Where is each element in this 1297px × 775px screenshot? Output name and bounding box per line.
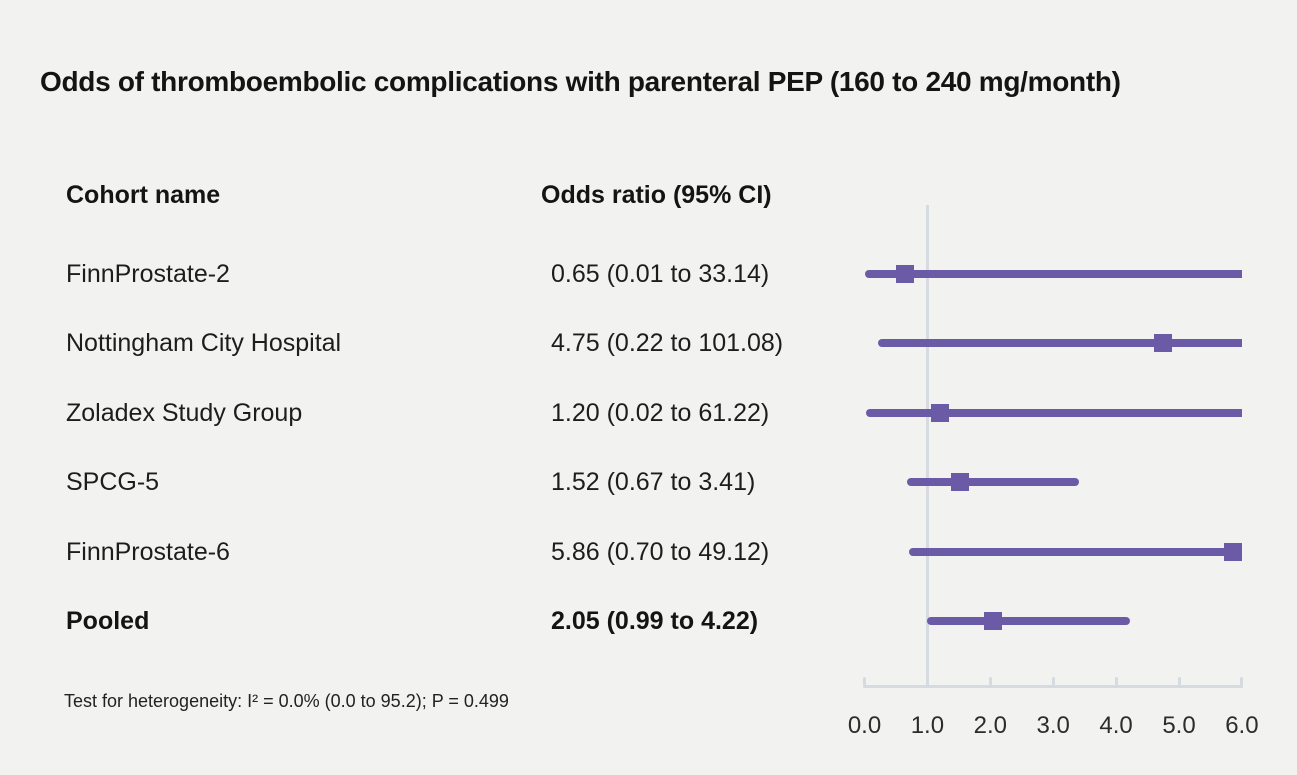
x-axis-tick bbox=[1240, 677, 1244, 686]
odds-ratio-value: 5.86 (0.70 to 49.12) bbox=[551, 537, 770, 566]
confidence-interval-line bbox=[865, 408, 1242, 417]
x-axis-tick bbox=[1051, 677, 1055, 686]
x-axis-line bbox=[863, 685, 1244, 688]
column-header-cohort-name: Cohort name bbox=[66, 181, 221, 209]
x-axis-tick-label: 2.0 bbox=[973, 712, 1007, 739]
confidence-interval-line bbox=[906, 478, 1079, 487]
odds-ratio-marker bbox=[984, 612, 1003, 630]
x-axis-tick-label: 4.0 bbox=[1099, 712, 1133, 739]
chart-title: Odds of thromboembolic complications wit… bbox=[40, 66, 1121, 97]
odds-ratio-marker bbox=[1154, 334, 1173, 353]
confidence-interval-line bbox=[926, 617, 1130, 625]
odds-ratio-value: 4.75 (0.22 to 101.08) bbox=[551, 329, 784, 358]
x-axis-tick-label: 6.0 bbox=[1225, 712, 1259, 739]
study-name: Pooled bbox=[66, 607, 150, 635]
odds-ratio-marker bbox=[930, 403, 949, 422]
odds-ratio-value: 0.65 (0.01 to 33.14) bbox=[551, 260, 770, 288]
odds-ratio-marker bbox=[951, 473, 970, 492]
x-axis-tick-label: 5.0 bbox=[1162, 712, 1196, 739]
heterogeneity-footnote: Test for heterogeneity: I² = 0.0% (0.0 t… bbox=[64, 691, 509, 711]
study-name: Zoladex Study Group bbox=[66, 398, 303, 427]
odds-ratio-marker bbox=[1224, 542, 1243, 561]
x-axis-tick bbox=[925, 677, 929, 686]
odds-ratio-value: 1.52 (0.67 to 3.41) bbox=[551, 468, 756, 497]
confidence-interval-line bbox=[878, 339, 1242, 348]
confidence-interval-line bbox=[908, 547, 1242, 556]
study-name: Nottingham City Hospital bbox=[66, 329, 342, 358]
column-header-odds-ratio: Odds ratio (95% CI) bbox=[541, 181, 772, 209]
x-axis-tick-label: 3.0 bbox=[1036, 712, 1070, 739]
x-axis-tick-label: 1.0 bbox=[910, 712, 945, 739]
study-name: FinnProstate-2 bbox=[66, 260, 230, 288]
x-axis-tick bbox=[863, 677, 866, 686]
odds-ratio-value: 2.05 (0.99 to 4.22) bbox=[551, 607, 759, 635]
x-axis-tick bbox=[988, 677, 992, 686]
x-axis-tick bbox=[1177, 677, 1181, 686]
x-axis-tick-label: 0.0 bbox=[847, 712, 882, 739]
confidence-interval-line bbox=[865, 270, 1242, 278]
odds-ratio-value: 1.20 (0.02 to 61.22) bbox=[551, 398, 770, 427]
odds-ratio-marker bbox=[896, 265, 915, 283]
reference-line bbox=[926, 205, 929, 688]
x-axis-tick bbox=[1114, 677, 1118, 686]
study-name: SPCG-5 bbox=[66, 468, 160, 497]
study-name: FinnProstate-6 bbox=[66, 537, 230, 566]
